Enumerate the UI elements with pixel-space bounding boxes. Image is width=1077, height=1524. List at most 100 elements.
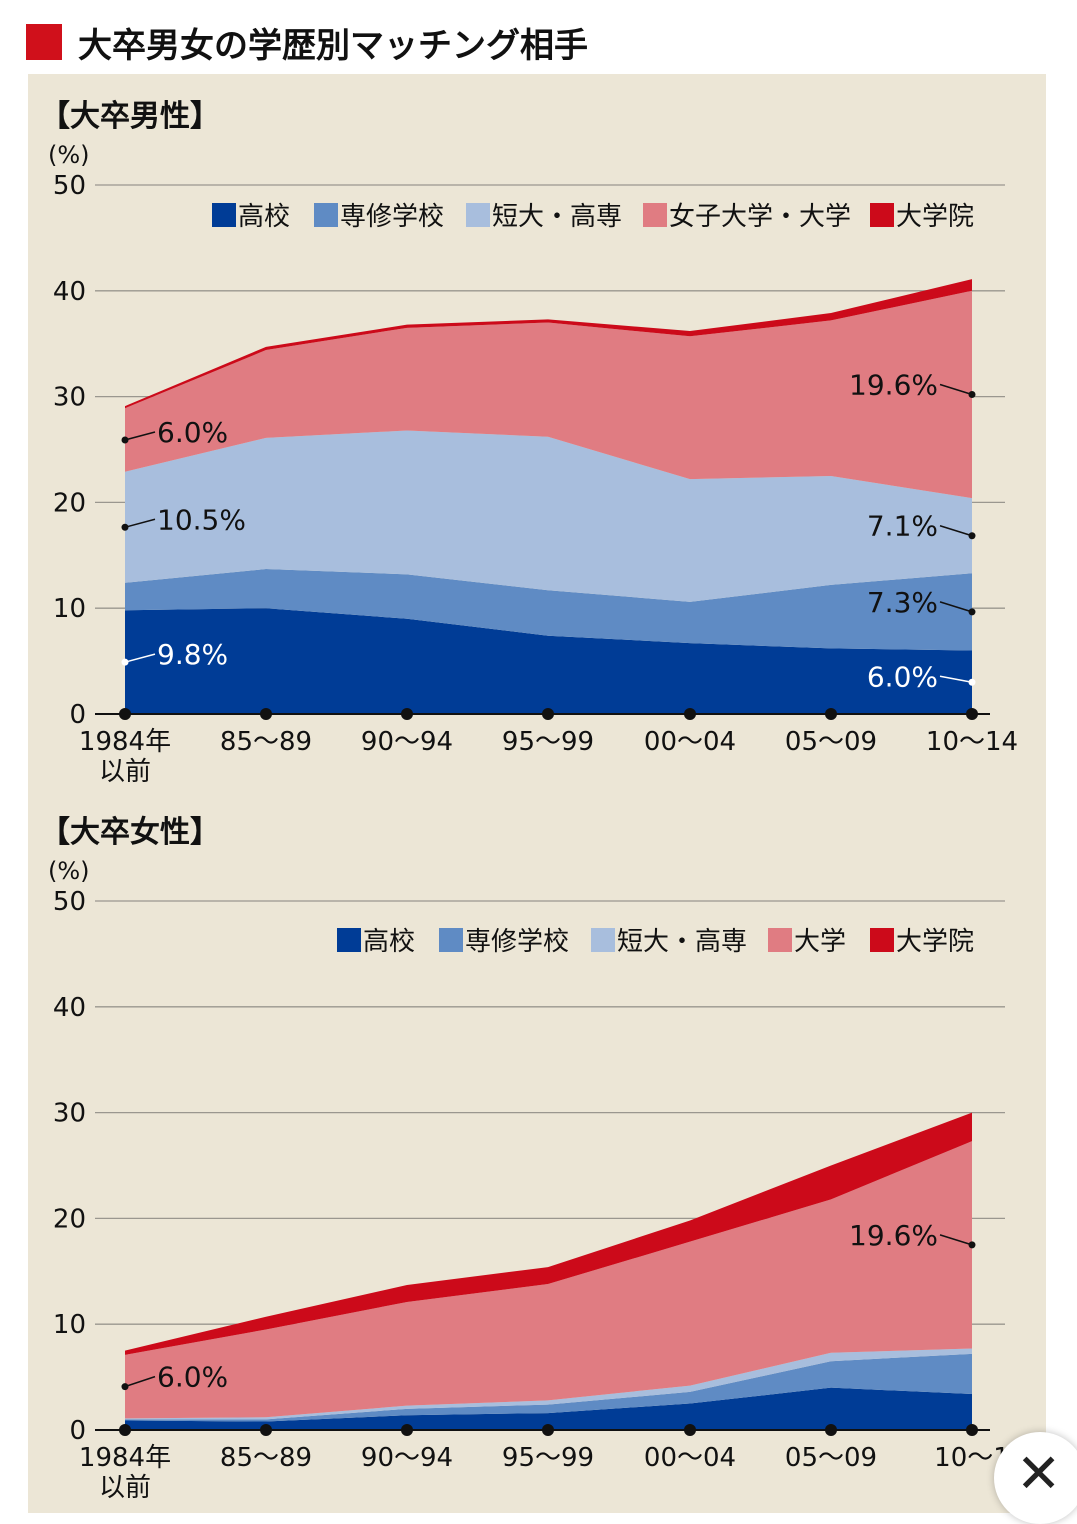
annotation-leader [124, 653, 156, 663]
legend-label: 女子大学・大学 [669, 202, 851, 232]
area-series [125, 1348, 972, 1420]
x-axis-point [401, 708, 413, 720]
x-axis-point [684, 1424, 696, 1436]
x-axis-point [825, 1424, 837, 1436]
annotation-leader [124, 431, 156, 441]
legend-label: 高校 [238, 202, 290, 232]
x-axis-point [825, 708, 837, 720]
x-axis-point [401, 1424, 413, 1436]
annotation-leader [939, 601, 973, 613]
chart-title: 【大卒女性】 [40, 815, 220, 850]
x-tick-label: 85～89 [220, 727, 312, 757]
close-button[interactable]: ✕ [994, 1432, 1077, 1524]
y-tick-label: 0 [69, 1416, 86, 1446]
annotation-label: 7.3% [867, 586, 938, 619]
x-axis-point [966, 1424, 978, 1436]
y-tick-label: 20 [53, 488, 86, 518]
x-tick-label: 95～99 [502, 727, 594, 757]
legend-label: 高校 [363, 927, 415, 957]
annotation-dot [968, 678, 976, 686]
legend-swatch [643, 203, 667, 227]
area-series [125, 1112, 972, 1355]
annotation-leader [939, 525, 973, 537]
y-tick-label: 10 [53, 1310, 86, 1340]
annotation-leader [939, 675, 973, 683]
legend-label: 専修学校 [340, 202, 444, 232]
legend-swatch [591, 928, 615, 952]
legend-label: 大学院 [896, 927, 974, 957]
annotation-label: 9.8% [157, 638, 228, 671]
annotation-dot [968, 532, 976, 540]
legend-swatch [768, 928, 792, 952]
annotation-leader [124, 518, 156, 528]
y-tick-label: 40 [53, 277, 86, 307]
x-tick-label: 05～09 [785, 1443, 877, 1473]
annotation-dot [121, 1383, 129, 1391]
y-axis-unit: (%) [48, 857, 90, 885]
legend-label: 大学院 [896, 202, 974, 232]
area-series [125, 1353, 972, 1422]
x-tick-label: 05～09 [785, 727, 877, 757]
x-axis-point [260, 708, 272, 720]
y-tick-label: 50 [53, 887, 86, 917]
area-series [125, 1387, 972, 1430]
legend-swatch [466, 203, 490, 227]
annotation-dot [121, 523, 129, 531]
legend-swatch [439, 928, 463, 952]
x-tick-label: 95～99 [502, 1443, 594, 1473]
legend-swatch [870, 928, 894, 952]
y-tick-label: 20 [53, 1204, 86, 1234]
x-axis-point [966, 708, 978, 720]
annotation-leader [124, 1375, 156, 1388]
title-bar: 大卒男女の学歴別マッチング相手 [26, 12, 1026, 66]
legend-swatch [212, 203, 236, 227]
x-tick-label: 90～94 [361, 727, 453, 757]
legend-swatch [314, 203, 338, 227]
close-icon[interactable]: ✕ [1016, 1442, 1062, 1505]
page-title: 大卒男女の学歴別マッチング相手 [78, 26, 588, 66]
x-tick-label: 1984年 [79, 1443, 171, 1473]
legend-swatch [337, 928, 361, 952]
y-tick-label: 40 [53, 993, 86, 1023]
x-tick-label: 1984年 [79, 727, 171, 757]
annotation-dot [968, 608, 976, 616]
x-tick-label: 以前 [99, 757, 151, 787]
x-axis-point [119, 1424, 131, 1436]
y-tick-label: 30 [53, 383, 86, 413]
annotation-leader [939, 383, 973, 396]
y-axis-unit: (%) [48, 141, 90, 169]
x-axis-point [119, 708, 131, 720]
legend-label: 専修学校 [465, 927, 569, 957]
chart-title: 【大卒男性】 [40, 99, 220, 134]
y-tick-label: 30 [53, 1099, 86, 1129]
x-axis-point [542, 708, 554, 720]
y-tick-label: 10 [53, 594, 86, 624]
area-series [125, 608, 972, 714]
x-tick-label: 10～14 [926, 727, 1018, 757]
x-axis-point [684, 708, 696, 720]
annotation-label: 19.6% [849, 1219, 938, 1252]
x-tick-label: 85～89 [220, 1443, 312, 1473]
y-tick-label: 50 [53, 171, 86, 201]
y-tick-label: 0 [69, 700, 86, 730]
annotation-dot [121, 658, 129, 666]
annotation-label: 10.5% [157, 503, 246, 536]
x-tick-label: 00～04 [644, 1443, 736, 1473]
area-series [125, 430, 972, 602]
annotation-dot [968, 1241, 976, 1249]
area-series [125, 1141, 972, 1419]
x-tick-label: 00～04 [644, 727, 736, 757]
x-axis-point [260, 1424, 272, 1436]
legend-label: 短大・高専 [617, 927, 747, 957]
annotation-dot [968, 390, 976, 398]
x-tick-label: 90～94 [361, 1443, 453, 1473]
annotation-label: 19.6% [849, 368, 938, 401]
legend-label: 短大・高専 [492, 202, 622, 232]
annotation-label: 6.0% [157, 1361, 228, 1394]
annotation-dot [121, 436, 129, 444]
legend-label: 大学 [794, 927, 846, 957]
area-series [125, 290, 972, 499]
title-marker-square [26, 24, 62, 60]
annotation-leader [939, 1234, 973, 1246]
